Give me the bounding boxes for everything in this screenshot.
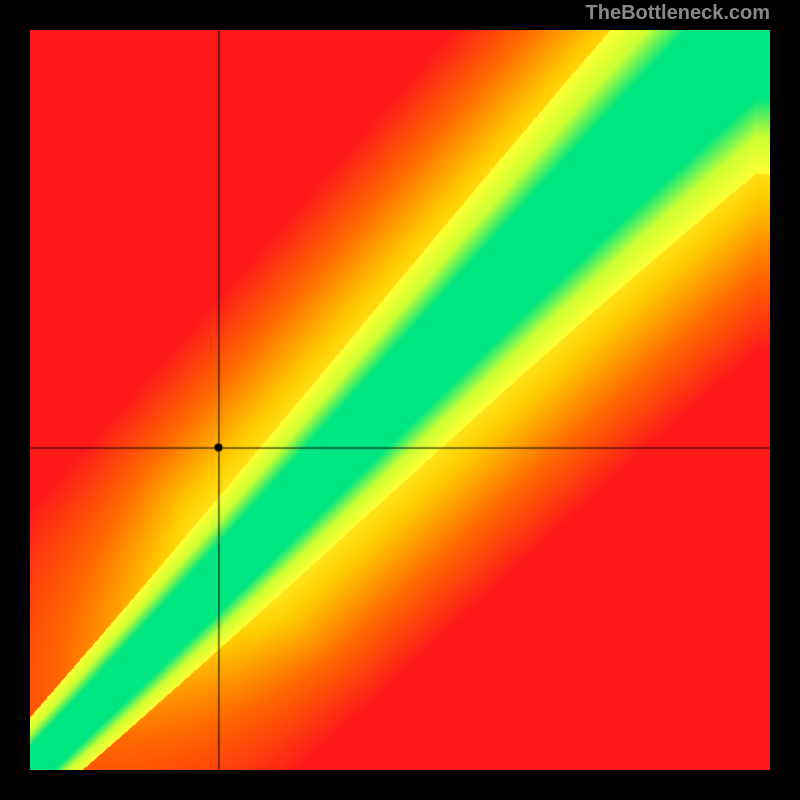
watermark-text: TheBottleneck.com: [586, 2, 770, 25]
plot-area: [30, 30, 770, 770]
heatmap-canvas: [30, 30, 770, 770]
